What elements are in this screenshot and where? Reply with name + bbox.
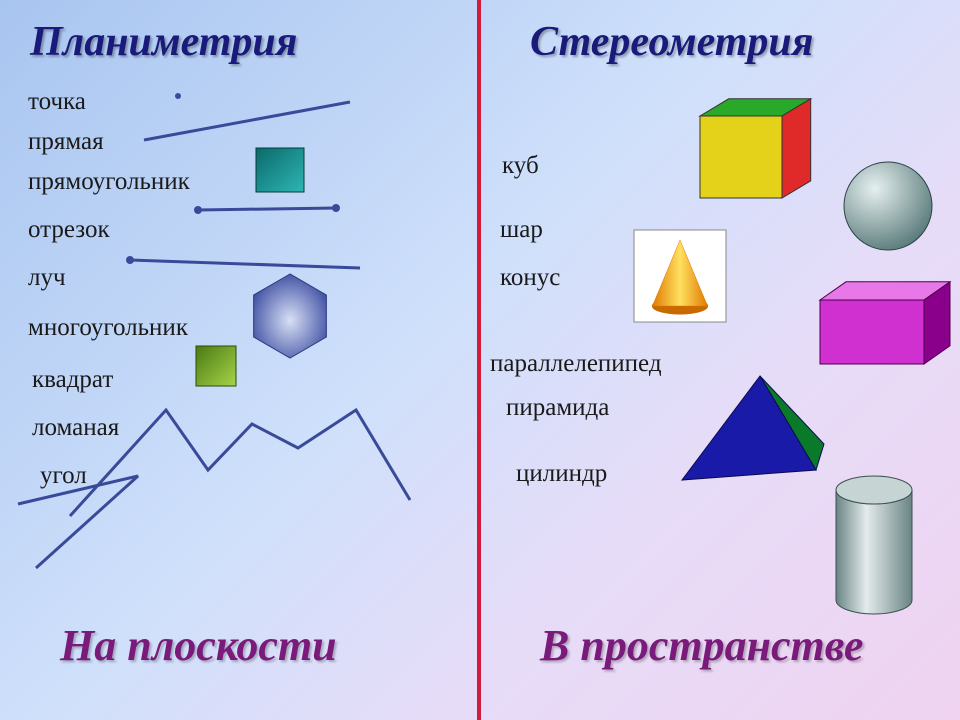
cylinder-icon xyxy=(836,476,912,614)
point-icon xyxy=(175,93,181,99)
pyramid-icon xyxy=(682,376,824,480)
cone-icon xyxy=(634,230,726,322)
angle-icon xyxy=(18,476,138,568)
line-icon xyxy=(144,102,350,140)
sphere-icon xyxy=(844,162,932,250)
shapes-canvas xyxy=(0,0,960,720)
cube-icon xyxy=(700,99,811,198)
rectangle-icon xyxy=(256,148,304,192)
ray-icon xyxy=(126,256,360,268)
cuboid-icon xyxy=(820,282,950,364)
polyline-icon xyxy=(70,410,410,516)
square-icon xyxy=(196,346,236,386)
hexagon-icon xyxy=(254,274,327,358)
segment-icon xyxy=(194,204,340,214)
